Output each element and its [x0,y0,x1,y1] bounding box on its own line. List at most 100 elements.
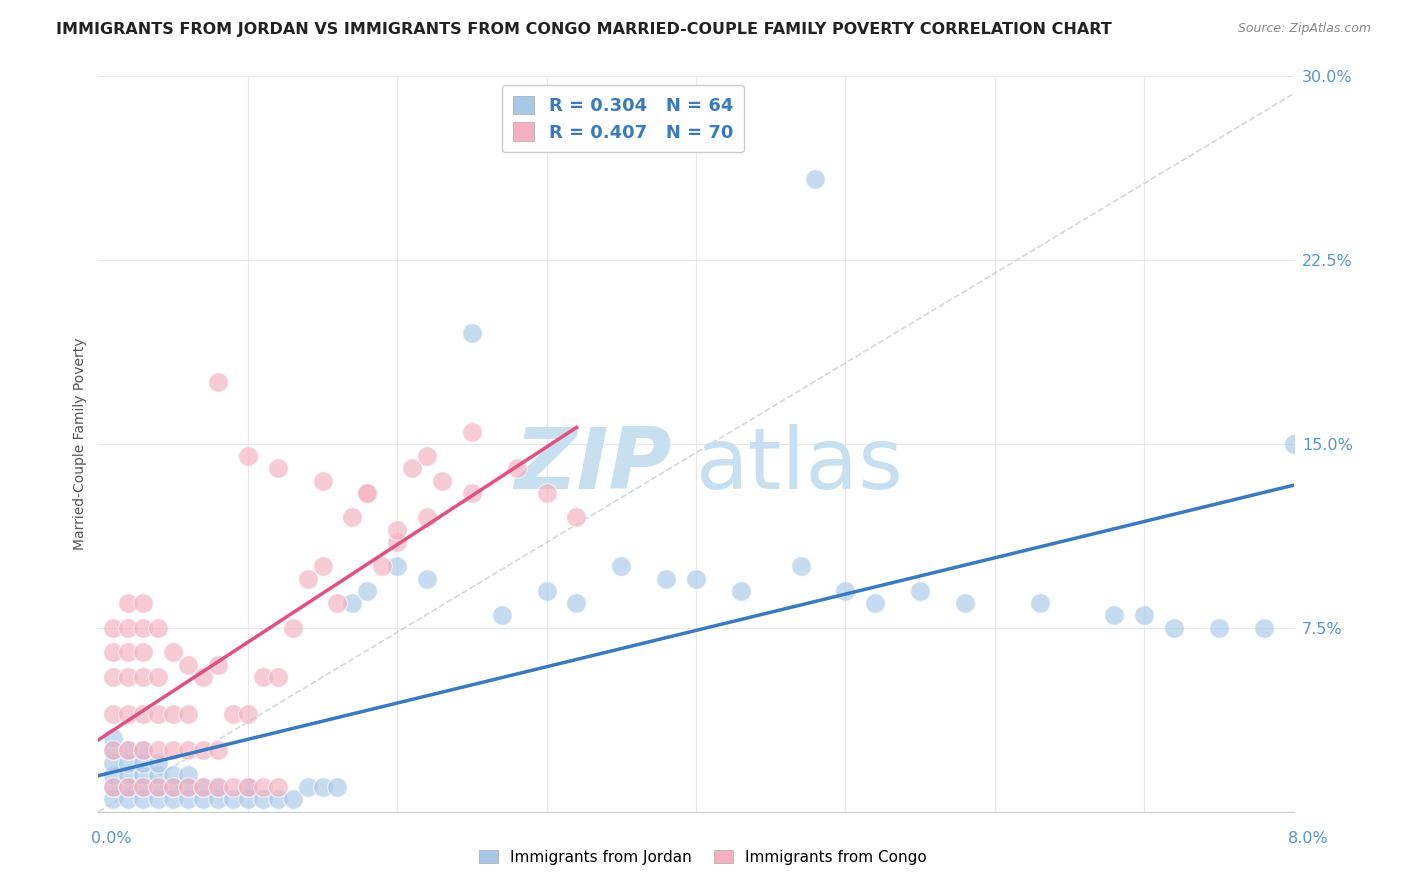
Point [191,743,214,757]
Point [103,743,125,757]
Point [117,780,139,795]
Point [565,510,588,524]
Point [132,706,155,721]
Point [267,780,290,795]
Point [252,780,274,795]
Point [252,670,274,684]
Point [191,792,214,806]
Point [103,768,125,782]
Point [416,449,439,463]
Point [148,670,170,684]
Point [207,376,229,390]
Point [356,583,378,598]
Text: atlas: atlas [696,425,904,508]
Point [177,768,200,782]
Text: ZIP: ZIP [515,425,672,508]
Point [297,780,319,795]
Point [207,657,229,672]
Point [148,792,170,806]
Point [117,768,139,782]
Point [865,596,887,610]
Point [117,792,139,806]
Point [162,780,184,795]
Point [148,706,170,721]
Point [207,792,229,806]
Point [281,792,304,806]
Point [536,583,558,598]
Point [177,792,200,806]
Point [267,792,290,806]
Point [1282,436,1305,450]
Point [311,474,333,488]
Point [117,670,139,684]
Point [536,485,558,500]
Point [132,621,155,635]
Point [148,756,170,770]
Point [356,485,378,500]
Point [461,326,484,341]
Point [236,706,259,721]
Text: 0.0%: 0.0% [91,831,132,846]
Point [117,706,139,721]
Point [132,780,155,795]
Point [132,670,155,684]
Point [267,670,290,684]
Point [491,608,513,623]
Point [461,425,484,439]
Point [207,743,229,757]
Point [326,596,349,610]
Point [1104,608,1126,623]
Point [506,461,529,475]
Point [117,780,139,795]
Point [177,780,200,795]
Point [132,756,155,770]
Point [132,645,155,659]
Point [148,743,170,757]
Point [1208,621,1230,635]
Point [117,756,139,770]
Point [132,780,155,795]
Point [385,523,409,537]
Point [416,510,439,524]
Point [103,731,125,746]
Point [191,780,214,795]
Point [103,780,125,795]
Point [103,743,125,757]
Point [162,768,184,782]
Point [103,645,125,659]
Point [655,572,678,586]
Point [117,645,139,659]
Point [236,449,259,463]
Point [103,780,125,795]
Text: 8.0%: 8.0% [1288,831,1329,846]
Point [730,583,752,598]
Point [953,596,976,610]
Point [297,572,319,586]
Legend: Immigrants from Jordan, Immigrants from Congo: Immigrants from Jordan, Immigrants from … [474,844,932,871]
Point [1133,608,1156,623]
Legend: R = 0.304   N = 64, R = 0.407   N = 70: R = 0.304 N = 64, R = 0.407 N = 70 [502,85,744,153]
Point [311,559,333,574]
Point [103,621,125,635]
Point [789,559,811,574]
Point [207,780,229,795]
Text: IMMIGRANTS FROM JORDAN VS IMMIGRANTS FROM CONGO MARRIED-COUPLE FAMILY POVERTY CO: IMMIGRANTS FROM JORDAN VS IMMIGRANTS FRO… [56,22,1112,37]
Point [191,670,214,684]
Point [281,621,304,635]
Point [311,780,333,795]
Point [1253,621,1275,635]
Point [132,743,155,757]
Point [236,780,259,795]
Point [804,171,827,186]
Point [371,559,394,574]
Point [461,485,484,500]
Point [103,756,125,770]
Point [1028,596,1050,610]
Point [103,670,125,684]
Point [326,780,349,795]
Point [117,596,139,610]
Point [103,792,125,806]
Point [222,706,245,721]
Point [252,792,274,806]
Point [685,572,707,586]
